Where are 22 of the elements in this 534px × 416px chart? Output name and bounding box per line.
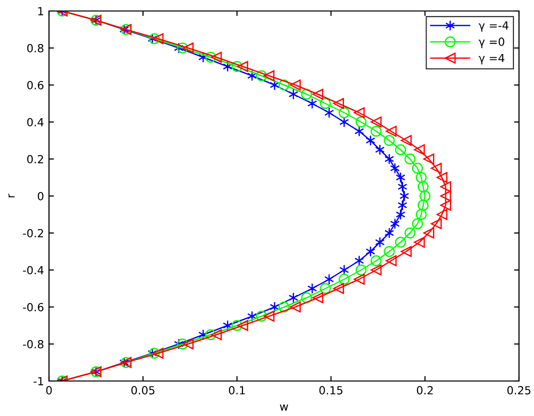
y-tick-label: -0.2 (23, 228, 44, 238)
y-tick-label: -1 (34, 377, 44, 386)
x-tick-label: 0.25 (507, 386, 530, 394)
y-tick-label: -0.4 (23, 266, 44, 274)
y-tick-label: 0.8 (27, 44, 44, 52)
y-tick-label: 0.4 (27, 118, 44, 126)
y-tick-label: 0.6 (27, 80, 44, 90)
y-tick-label: -0.8 (23, 340, 44, 348)
legend-label: γ =0 (478, 38, 504, 48)
y-tick-label: 1 (38, 7, 44, 16)
x-tick-label: 0.05 (131, 386, 154, 394)
y-tick-label: 0.2 (27, 154, 44, 164)
y-axis-title: r (8, 194, 15, 198)
legend-label: γ =4 (478, 54, 504, 64)
x-tick-label: 0.1 (228, 386, 245, 394)
x-tick-label: 0.15 (319, 386, 342, 394)
y-tick-label: -0.6 (23, 302, 44, 312)
x-tick-label: 0 (46, 386, 52, 394)
x-axis-title: w (280, 404, 288, 411)
legend-label: γ =-4 (478, 21, 508, 32)
y-tick-label: 0 (38, 192, 44, 200)
x-tick-label: 0.2 (416, 386, 433, 394)
